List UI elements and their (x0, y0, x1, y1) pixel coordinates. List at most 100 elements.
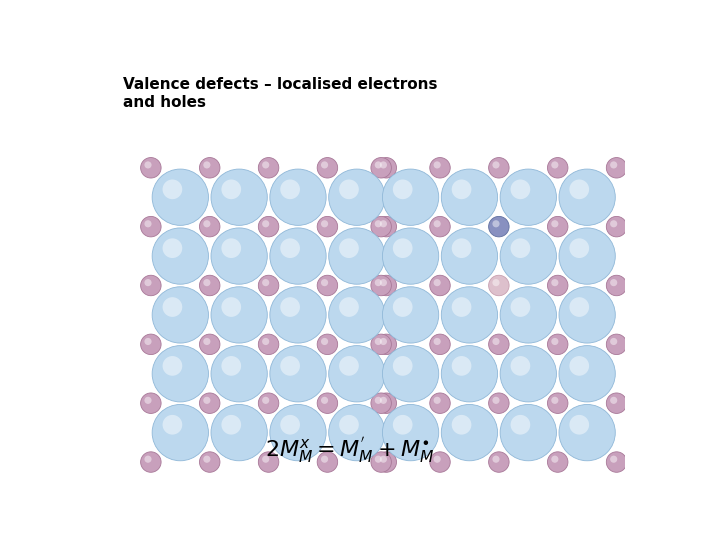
Circle shape (441, 404, 498, 461)
Text: $2M_{M}^{x} = M_{M}^{'} + M_{M}^{\bullet}$: $2M_{M}^{x} = M_{M}^{'} + M_{M}^{\bullet… (265, 434, 434, 464)
Circle shape (606, 217, 627, 237)
Circle shape (152, 404, 208, 461)
Circle shape (329, 404, 385, 461)
Circle shape (222, 356, 241, 376)
Circle shape (318, 275, 338, 296)
Circle shape (152, 346, 208, 402)
Circle shape (433, 161, 441, 168)
Circle shape (559, 346, 616, 402)
Circle shape (329, 169, 385, 225)
Circle shape (152, 287, 208, 343)
Circle shape (163, 238, 182, 258)
Circle shape (374, 220, 382, 227)
Circle shape (321, 220, 328, 227)
Circle shape (203, 397, 210, 404)
Circle shape (380, 338, 387, 345)
Circle shape (140, 217, 161, 237)
Circle shape (280, 179, 300, 199)
Circle shape (547, 158, 568, 178)
Circle shape (376, 393, 397, 414)
Circle shape (329, 287, 385, 343)
Circle shape (199, 393, 220, 414)
Circle shape (430, 452, 450, 472)
Circle shape (371, 393, 392, 414)
Circle shape (500, 404, 557, 461)
Circle shape (559, 287, 616, 343)
Circle shape (199, 158, 220, 178)
Circle shape (203, 338, 210, 345)
Circle shape (203, 220, 210, 227)
Circle shape (380, 279, 387, 286)
Circle shape (430, 217, 450, 237)
Circle shape (441, 169, 498, 225)
Circle shape (280, 238, 300, 258)
Circle shape (430, 158, 450, 178)
Circle shape (203, 279, 210, 286)
Circle shape (500, 287, 557, 343)
Circle shape (492, 338, 500, 345)
Circle shape (489, 217, 509, 237)
Circle shape (492, 456, 500, 463)
Circle shape (393, 356, 413, 376)
Circle shape (211, 228, 267, 284)
Circle shape (393, 415, 413, 435)
Circle shape (329, 346, 385, 402)
Circle shape (433, 279, 441, 286)
Circle shape (606, 275, 627, 296)
Circle shape (570, 415, 589, 435)
Circle shape (262, 456, 269, 463)
Circle shape (339, 297, 359, 317)
Circle shape (280, 356, 300, 376)
Circle shape (258, 452, 279, 472)
Circle shape (489, 275, 509, 296)
Circle shape (430, 275, 450, 296)
Circle shape (339, 356, 359, 376)
Circle shape (510, 415, 530, 435)
Circle shape (393, 179, 413, 199)
Circle shape (570, 356, 589, 376)
Circle shape (552, 279, 559, 286)
Circle shape (199, 334, 220, 355)
Circle shape (559, 169, 616, 225)
Circle shape (552, 456, 559, 463)
Circle shape (610, 220, 617, 227)
Circle shape (500, 169, 557, 225)
Circle shape (374, 456, 382, 463)
Circle shape (393, 238, 413, 258)
Circle shape (374, 279, 382, 286)
Circle shape (430, 334, 450, 355)
Circle shape (270, 169, 326, 225)
Circle shape (433, 338, 441, 345)
Circle shape (441, 287, 498, 343)
Circle shape (163, 356, 182, 376)
Circle shape (552, 397, 559, 404)
Circle shape (380, 397, 387, 404)
Circle shape (371, 158, 392, 178)
Circle shape (140, 393, 161, 414)
Circle shape (152, 169, 208, 225)
Circle shape (489, 393, 509, 414)
Circle shape (570, 238, 589, 258)
Text: Valence defects – localised electrons
and holes: Valence defects – localised electrons an… (123, 77, 438, 110)
Circle shape (371, 452, 392, 472)
Circle shape (163, 297, 182, 317)
Circle shape (318, 217, 338, 237)
Circle shape (547, 275, 568, 296)
Circle shape (547, 217, 568, 237)
Circle shape (382, 228, 438, 284)
Circle shape (433, 397, 441, 404)
Circle shape (552, 220, 559, 227)
Circle shape (492, 397, 500, 404)
Circle shape (262, 338, 269, 345)
Circle shape (376, 158, 397, 178)
Circle shape (371, 334, 392, 355)
Circle shape (451, 179, 472, 199)
Circle shape (380, 456, 387, 463)
Circle shape (376, 334, 397, 355)
Circle shape (211, 346, 267, 402)
Circle shape (559, 404, 616, 461)
Circle shape (610, 279, 617, 286)
Circle shape (606, 158, 627, 178)
Circle shape (329, 228, 385, 284)
Circle shape (393, 297, 413, 317)
